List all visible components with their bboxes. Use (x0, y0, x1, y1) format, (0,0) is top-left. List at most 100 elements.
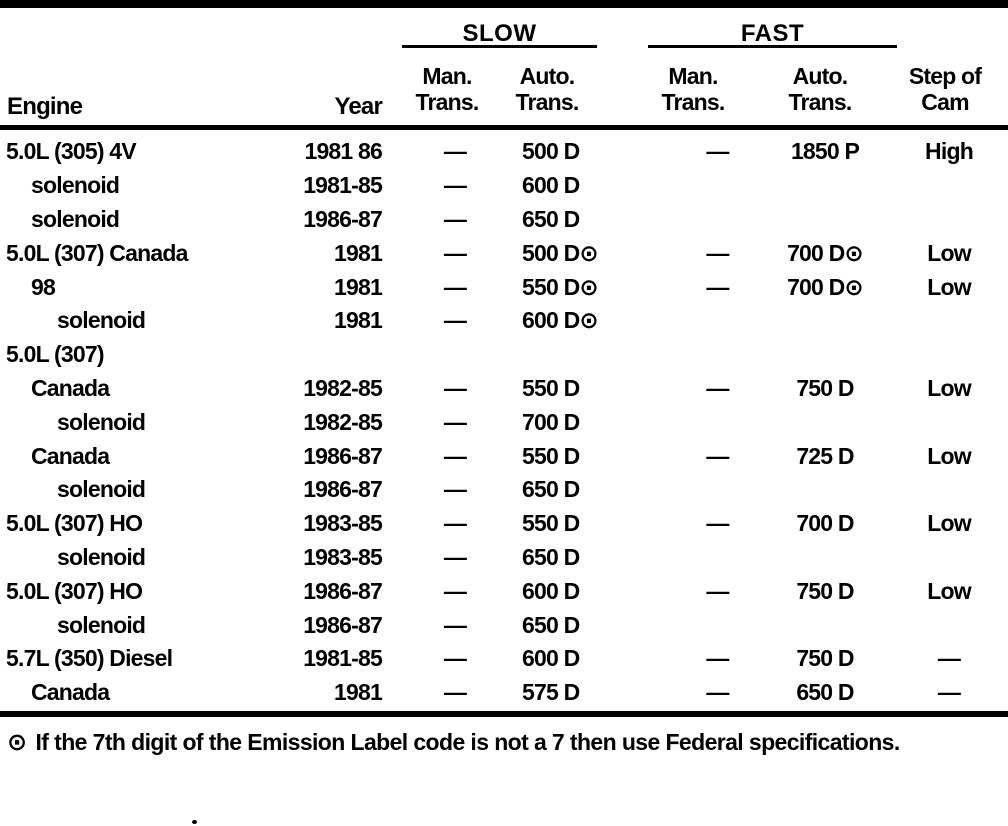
year-cell: 1982-85 (303, 408, 383, 435)
slow-auto-trans-cell: 575 D (522, 679, 580, 706)
step-of-cam-cell: Low (927, 442, 971, 469)
fast-man-trans-cell (645, 473, 760, 507)
scan-speck (192, 820, 197, 824)
slow-man-trans-cell: — (443, 239, 467, 266)
fast-man-trans-cell: — (706, 239, 729, 266)
slow-auto-trans-cell: 600 D (522, 172, 580, 199)
step-of-cam-cell (890, 338, 1008, 372)
footnote-text: If the 7th digit of the Emission Label c… (35, 729, 901, 755)
step-of-cam-header: Step of Cam (908, 63, 982, 115)
slow-auto-trans-cell: 700 D (522, 408, 580, 435)
fast-auto-trans-cell (760, 541, 890, 575)
engine-cell: solenoid (57, 307, 146, 334)
slow-man-trans-cell: — (443, 172, 467, 199)
slow-man-trans-cell (384, 338, 496, 372)
slow-auto-trans-cell: 600 D (522, 577, 580, 604)
slow-man-trans-header: Man. Trans. (415, 63, 480, 115)
spec-table-body: 5.0L (305) 4V 1981 86 — 500 D — 1850 P H… (0, 130, 1008, 711)
year-column-header: Year (334, 93, 382, 120)
top-rule (0, 0, 1008, 8)
engine-cell: 5.0L (307) HO (6, 577, 143, 604)
fast-auto-trans-cell: 725 D (796, 442, 854, 469)
year-cell: 1986-87 (303, 442, 383, 469)
fast-man-trans-cell: — (706, 510, 729, 537)
year-cell: 1986-87 (303, 611, 383, 638)
fast-man-trans-cell: — (706, 679, 729, 706)
year-cell: 1981-85 (303, 645, 383, 672)
slow-auto-trans-cell: 500 D (522, 138, 580, 165)
fast-group-header: FAST (740, 20, 805, 47)
step-of-cam-cell: — (937, 679, 961, 706)
circled-dot-icon: ⊙ (7, 729, 27, 756)
engine-cell: solenoid (57, 543, 146, 570)
engine-cell: 5.7L (350) Diesel (6, 645, 173, 672)
year-cell: 1981-85 (303, 172, 383, 199)
fast-auto-trans-cell (760, 169, 890, 203)
year-cell (300, 338, 384, 372)
year-cell: 1981 (334, 679, 383, 706)
slow-group-header: SLOW (462, 20, 537, 47)
slow-man-trans-cell: — (443, 374, 467, 401)
step-of-cam-cell: Low (927, 273, 971, 300)
engine-cell: 5.0L (307) HO (6, 510, 143, 537)
slow-auto-trans-header: Auto. Trans. (515, 63, 580, 115)
fast-auto-trans-cell: 700 D⊙ (787, 239, 864, 266)
engine-cell: Canada (31, 679, 110, 706)
year-cell: 1981 (334, 239, 383, 266)
fast-man-trans-header: Man. Trans. (661, 63, 726, 115)
fast-man-trans-cell: — (706, 577, 729, 604)
step-of-cam-cell (890, 203, 1008, 237)
step-of-cam-cell: Low (927, 577, 971, 604)
engine-cell: 98 (31, 273, 56, 300)
slow-auto-trans-cell: 550 D⊙ (522, 273, 599, 300)
step-of-cam-cell: Low (927, 374, 971, 401)
year-cell: 1981 (334, 307, 383, 334)
fast-auto-trans-cell (760, 473, 890, 507)
slow-auto-trans-cell: 650 D (522, 205, 580, 232)
fast-man-trans-cell (645, 608, 760, 642)
engine-cell: solenoid (31, 172, 120, 199)
slow-auto-trans-cell: 600 D⊙ (522, 307, 599, 334)
engine-cell: solenoid (57, 611, 146, 638)
fast-man-trans-cell (645, 304, 760, 338)
engine-cell: solenoid (57, 408, 146, 435)
slow-auto-trans-cell: 500 D⊙ (522, 239, 599, 266)
step-of-cam-cell (890, 405, 1008, 439)
year-cell: 1986-87 (303, 205, 383, 232)
slow-man-trans-cell: — (443, 543, 467, 570)
slow-auto-trans-cell: 600 D (522, 645, 580, 672)
year-cell: 1983-85 (303, 543, 383, 570)
fast-auto-trans-cell (760, 608, 890, 642)
engine-cell: solenoid (31, 205, 120, 232)
footnote-rule (0, 711, 1008, 717)
slow-man-trans-cell: — (443, 408, 467, 435)
fast-man-trans-cell (645, 169, 760, 203)
table-header: Engine Year SLOW FAST Man. Trans. Auto. … (0, 8, 1008, 125)
fast-auto-trans-cell: 1850 P (790, 138, 860, 165)
slow-man-trans-cell: — (443, 611, 467, 638)
engine-cell: solenoid (57, 476, 146, 503)
step-of-cam-cell (890, 608, 1008, 642)
slow-man-trans-cell: — (443, 679, 467, 706)
fast-auto-trans-cell (760, 405, 890, 439)
fast-man-trans-cell: — (706, 645, 729, 672)
fast-auto-trans-header: Auto. Trans. (788, 63, 853, 115)
fast-auto-trans-cell: 700 D (796, 510, 854, 537)
slow-man-trans-cell: — (443, 307, 467, 334)
fast-auto-trans-cell: 700 D⊙ (787, 273, 864, 300)
engine-column-header: Engine (7, 93, 83, 120)
slow-auto-trans-cell: 550 D (522, 510, 580, 537)
slow-auto-trans-cell: 650 D (522, 543, 580, 570)
step-of-cam-cell (890, 169, 1008, 203)
step-of-cam-cell (890, 541, 1008, 575)
year-cell: 1982-85 (303, 374, 383, 401)
fast-auto-trans-cell (760, 203, 890, 237)
slow-auto-trans-cell: 550 D (522, 374, 580, 401)
slow-man-trans-cell: — (443, 205, 467, 232)
fast-man-trans-cell: — (706, 442, 729, 469)
fast-group-underline (648, 45, 897, 48)
year-cell: 1983-85 (303, 510, 383, 537)
step-of-cam-cell: High (925, 138, 974, 165)
fast-auto-trans-cell: 750 D (796, 645, 854, 672)
